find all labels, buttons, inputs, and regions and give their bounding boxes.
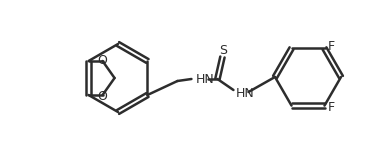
Text: S: S (219, 44, 228, 57)
Text: F: F (328, 40, 335, 53)
Text: F: F (328, 101, 335, 114)
Text: HN: HN (195, 73, 214, 86)
Text: O: O (98, 89, 107, 102)
Text: O: O (98, 53, 107, 66)
Text: HN: HN (235, 86, 254, 100)
